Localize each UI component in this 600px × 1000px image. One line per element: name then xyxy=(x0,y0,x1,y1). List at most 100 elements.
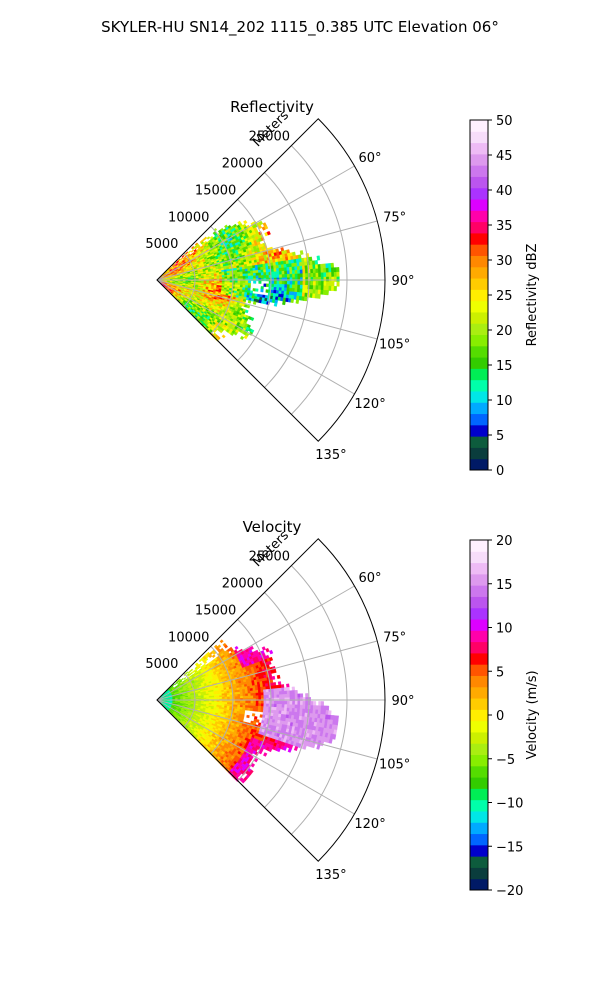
radar-cell xyxy=(284,694,288,699)
radar-cell xyxy=(247,282,251,286)
radar-cell xyxy=(266,274,270,279)
radar-cell xyxy=(312,272,317,278)
radar-cell xyxy=(242,280,246,284)
radar-cell xyxy=(300,277,304,282)
radar-cell xyxy=(315,285,319,291)
colorbar-swatch xyxy=(470,266,488,279)
radar-cell xyxy=(294,277,298,282)
radar-cell xyxy=(255,288,259,292)
radar-cell xyxy=(279,694,283,699)
radar-cell xyxy=(234,276,239,279)
radar-cell xyxy=(292,693,296,698)
colorbar-swatch xyxy=(470,244,488,256)
radar-cell xyxy=(323,272,327,278)
colorbar-swatch xyxy=(470,278,488,290)
colorbar-swatch xyxy=(470,390,488,403)
radar-cell xyxy=(266,694,270,699)
radar-cell xyxy=(239,335,245,341)
colorbar-swatch xyxy=(470,447,488,460)
colorbar-tick-label: 35 xyxy=(496,219,513,234)
radar-cell xyxy=(335,715,339,721)
radar-cell xyxy=(283,707,288,712)
radar-cell xyxy=(302,288,306,294)
radar-cell xyxy=(206,236,211,240)
radar-cell xyxy=(276,707,280,711)
radar-cell xyxy=(273,691,277,696)
radar-cell xyxy=(336,276,340,282)
radar-cell xyxy=(317,293,321,299)
radar-cell xyxy=(229,696,233,699)
radar-cell xyxy=(257,705,262,710)
radar-cell xyxy=(304,704,309,710)
radar-cell xyxy=(234,692,238,695)
radar-cell xyxy=(240,695,244,699)
radar-cell xyxy=(334,720,339,726)
radar-cell xyxy=(247,273,251,277)
azimuth-tick-label: 135° xyxy=(315,448,346,463)
radar-cell xyxy=(269,649,274,655)
radar-cell xyxy=(325,705,330,711)
radar-cell xyxy=(294,284,298,289)
radar-cell xyxy=(297,277,301,282)
radar-cell xyxy=(305,701,309,706)
radar-cell xyxy=(255,272,259,276)
radar-cell xyxy=(252,692,257,697)
radar-cell xyxy=(273,271,277,276)
radar-cell xyxy=(292,697,296,702)
radar-cell xyxy=(276,271,280,276)
radar-cell xyxy=(315,268,319,274)
radar-cell xyxy=(229,282,233,285)
radar-cell xyxy=(185,671,189,675)
radar-cell xyxy=(247,300,252,304)
radar-cell xyxy=(255,703,259,707)
radar-cell xyxy=(292,701,296,706)
radar-cell xyxy=(295,299,300,304)
radar-cell xyxy=(281,277,285,282)
radar-cell xyxy=(229,280,233,283)
radar-cell xyxy=(253,700,257,704)
colorbar-swatch xyxy=(470,289,488,302)
radar-cell xyxy=(237,276,241,279)
range-tick-label: 15000 xyxy=(195,183,236,198)
colorbar-swatch xyxy=(470,413,488,426)
radar-cell xyxy=(250,700,254,704)
radar-cell xyxy=(224,696,228,699)
radar-cell xyxy=(297,254,302,260)
radar-cell xyxy=(326,276,330,282)
radar-cell xyxy=(273,697,278,702)
radar-cell xyxy=(250,703,254,707)
radar-cell xyxy=(244,271,249,275)
radar-cell xyxy=(224,280,228,283)
colorbar-swatch xyxy=(470,357,488,369)
radar-cell xyxy=(266,700,270,705)
radar-cell xyxy=(334,276,337,282)
radar-cell xyxy=(258,692,262,696)
radar-cell xyxy=(239,282,244,286)
radar-cell xyxy=(326,281,330,287)
radar-cell xyxy=(289,287,293,293)
radar-cell xyxy=(302,281,306,286)
radar-cell xyxy=(289,690,293,695)
radar-cell xyxy=(315,705,319,711)
radar-cell xyxy=(291,284,296,289)
radar-cell xyxy=(226,274,231,278)
colorbar-swatch xyxy=(470,300,488,313)
radar-cell xyxy=(273,700,278,705)
radar-cell xyxy=(279,274,283,279)
colorbar-swatch xyxy=(470,176,488,189)
colorbar-tick-label: 10 xyxy=(496,394,513,409)
radar-cell xyxy=(286,707,290,712)
colorbar-swatch xyxy=(470,199,488,211)
radar-cell xyxy=(328,272,332,278)
radar-cell xyxy=(224,276,228,279)
radar-cell xyxy=(289,704,293,709)
radar-cell xyxy=(304,708,309,714)
radar-cell xyxy=(252,708,256,712)
radar-cell xyxy=(333,729,338,736)
radar-cell xyxy=(264,225,269,230)
radar-cell xyxy=(305,281,309,286)
radar-cell xyxy=(237,700,241,704)
range-tick-label: 5000 xyxy=(145,237,178,252)
radar-cell xyxy=(315,272,319,278)
